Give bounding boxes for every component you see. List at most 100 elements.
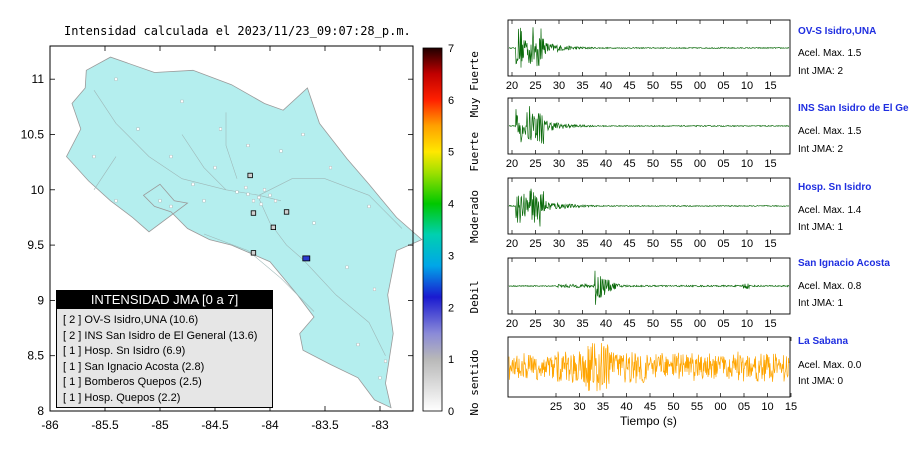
waveform-tick-label: 40 bbox=[600, 158, 612, 170]
waveform-tick-label: 55 bbox=[670, 318, 682, 330]
colorbar-tick-label: 2 bbox=[448, 302, 454, 314]
station-accel: Acel. Max. 1.5 bbox=[798, 126, 862, 137]
waveform-tick-label: 05 bbox=[717, 158, 729, 170]
city-marker bbox=[312, 221, 316, 225]
waveform-tick-label: 30 bbox=[553, 238, 565, 250]
waveform-tick-label: 00 bbox=[694, 238, 706, 250]
waveform-tick-label: 25 bbox=[529, 158, 541, 170]
station-name: San Ignacio Acosta bbox=[798, 258, 890, 269]
waveform-tick-label: 10 bbox=[741, 238, 753, 250]
x-axis-label: Tiempo (s) bbox=[620, 414, 677, 428]
waveform-trace bbox=[508, 27, 790, 68]
waveform-tick-label: 30 bbox=[553, 158, 565, 170]
station-marker bbox=[302, 255, 311, 262]
station-marker bbox=[250, 250, 257, 256]
station-jma: Int JMA: 1 bbox=[798, 222, 844, 233]
city-marker bbox=[345, 265, 349, 269]
city-marker bbox=[279, 149, 283, 153]
waveform-tick-label: 05 bbox=[717, 318, 729, 330]
station-jma: Int JMA: 1 bbox=[798, 298, 844, 309]
city-marker bbox=[213, 166, 217, 170]
city-marker bbox=[263, 188, 267, 192]
waveform-tick-label: 00 bbox=[714, 401, 726, 413]
station-accel: Acel. Max. 0.0 bbox=[798, 360, 862, 371]
city-marker bbox=[367, 204, 371, 208]
map-title: Intensidad calculada el 2023/11/23_09:07… bbox=[64, 24, 411, 38]
lat-tick-label: 11 bbox=[32, 72, 45, 86]
waveform-tick-label: 10 bbox=[741, 318, 753, 330]
waveform-trace bbox=[508, 270, 790, 305]
city-marker bbox=[158, 199, 162, 203]
station-accel: Acel. Max. 1.4 bbox=[798, 205, 862, 216]
waveform-tick-label: 35 bbox=[597, 401, 609, 413]
map-road bbox=[93, 156, 117, 190]
colorbar-tick-label: 5 bbox=[448, 147, 454, 159]
lat-tick-label: 10 bbox=[31, 183, 45, 197]
station-marker bbox=[250, 210, 257, 216]
city-marker bbox=[92, 155, 96, 159]
city-marker bbox=[136, 127, 140, 131]
waveform-tick-label: 00 bbox=[694, 158, 706, 170]
colorbar-tick-label: 1 bbox=[448, 354, 454, 366]
waveform-tick-label: 45 bbox=[623, 158, 635, 170]
waveform-tick-label: 45 bbox=[623, 238, 635, 250]
station-marker bbox=[247, 172, 253, 179]
waveform-tick-label: 10 bbox=[741, 80, 753, 92]
city-marker bbox=[180, 99, 184, 103]
waveform-tick-label: 55 bbox=[670, 158, 682, 170]
colorbar-category-label: Muy Fuerte bbox=[468, 51, 481, 117]
waveform-tick-label: 30 bbox=[573, 401, 585, 413]
colorbar-category-label: Moderado bbox=[468, 190, 481, 243]
station-jma: Int JMA: 2 bbox=[798, 144, 844, 155]
waveform-tick-label: 45 bbox=[644, 401, 656, 413]
waveform-tick-label: 25 bbox=[529, 238, 541, 250]
waveform-tick-label: 40 bbox=[600, 80, 612, 92]
waveform-tick-label: 05 bbox=[717, 80, 729, 92]
lon-tick-label: -85.5 bbox=[91, 418, 119, 432]
waveform-tick-label: 15 bbox=[764, 318, 776, 330]
waveform-tick-label: 00 bbox=[694, 318, 706, 330]
legend-item: [ 1 ] Bomberos Quepos (2.5) bbox=[63, 376, 202, 388]
colorbar-tick-label: 4 bbox=[448, 199, 454, 211]
city-marker bbox=[202, 199, 206, 203]
station-marker bbox=[270, 224, 277, 231]
city-marker bbox=[235, 190, 239, 194]
lon-tick-label: -83 bbox=[371, 418, 389, 432]
map-road bbox=[181, 134, 227, 191]
station-name: La Sabana bbox=[798, 336, 849, 347]
map-frame bbox=[49, 45, 414, 412]
colorbar-category-label: No sentido bbox=[468, 349, 481, 415]
waveform-tick-label: 15 bbox=[764, 80, 776, 92]
waveform-tick-label: 15 bbox=[764, 238, 776, 250]
station-name: INS San Isidro de El Ge bbox=[798, 103, 909, 114]
city-marker bbox=[114, 199, 118, 203]
waveform-panel bbox=[507, 336, 791, 398]
waveform-tick-label: 30 bbox=[553, 80, 565, 92]
waveform-tick-label: 45 bbox=[623, 80, 635, 92]
waveform-tick-label: 35 bbox=[576, 80, 588, 92]
lat-tick-label: 9 bbox=[37, 293, 44, 307]
colorbar-tick-label: 6 bbox=[448, 95, 454, 107]
city-marker bbox=[378, 376, 382, 380]
waveform-tick-label: 55 bbox=[670, 80, 682, 92]
lon-tick-label: -84 bbox=[261, 418, 279, 432]
legend-title: INTENSIDAD JMA [0 a 7] bbox=[57, 291, 272, 309]
city-marker bbox=[251, 199, 255, 203]
waveform-tick-label: 35 bbox=[576, 238, 588, 250]
waveform-tick-label: 55 bbox=[670, 238, 682, 250]
waveform-tick-label: 20 bbox=[506, 318, 518, 330]
waveform-tick-label: 25 bbox=[529, 318, 541, 330]
station-name: Hosp. Sn Isidro bbox=[798, 182, 872, 193]
waveform-tick-label: 20 bbox=[506, 80, 518, 92]
lon-tick-label: -85 bbox=[151, 418, 169, 432]
colorbar-category-label: Debil bbox=[468, 280, 481, 313]
waveform-trace bbox=[508, 342, 790, 392]
waveform-tick-label: 35 bbox=[576, 158, 588, 170]
legend-item: [ 1 ] Hosp. Sn Isidro (6.9) bbox=[63, 345, 186, 357]
city-marker bbox=[384, 359, 388, 363]
waveform-trace bbox=[508, 106, 790, 144]
city-marker bbox=[191, 182, 195, 186]
city-marker bbox=[356, 343, 360, 347]
city-marker bbox=[169, 204, 173, 208]
